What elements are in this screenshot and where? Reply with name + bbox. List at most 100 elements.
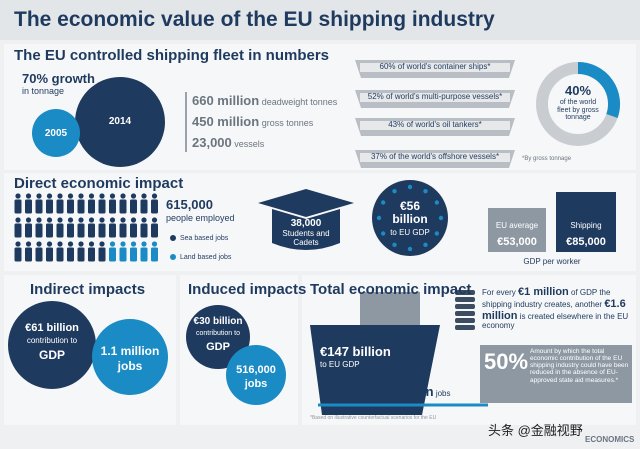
person-head [78, 241, 84, 247]
person-head [120, 193, 126, 199]
person-head [141, 193, 147, 199]
person-head [78, 193, 84, 199]
ship-type: 37% of the world's offshore vessels* [360, 152, 510, 162]
stat-value: 23,000 [192, 135, 232, 150]
total-jobs: 2.2 million jobs [370, 384, 451, 399]
star [438, 215, 444, 221]
star [380, 200, 386, 205]
person-head [36, 217, 42, 223]
state-aid-text: Amount by which the total economic contr… [530, 348, 629, 384]
students-value: 38,000 [290, 218, 322, 229]
footnote: *By gross tonnage [522, 156, 572, 162]
person-head [130, 241, 137, 247]
legend-land-icon [170, 254, 176, 260]
indirect-heading: Indirect impacts [30, 281, 146, 298]
direct-gdp-value: €56 billion [392, 199, 428, 227]
person-head [120, 217, 126, 223]
person-head [46, 241, 53, 247]
person-body [119, 223, 127, 238]
person-head [25, 241, 32, 247]
big-ship-hull [310, 325, 440, 415]
circle-2005 [32, 109, 80, 157]
induced-jobs-value: 516,000 [236, 364, 276, 376]
person-body [56, 223, 64, 238]
legend-sea-icon [170, 235, 176, 241]
donut-label: of the world fleet by gross tonnage [557, 99, 599, 122]
person-head [36, 193, 42, 199]
person-head [25, 217, 32, 223]
person-body [130, 247, 137, 262]
person-body [14, 247, 22, 262]
person-head [46, 217, 53, 223]
person-body [67, 199, 74, 214]
person-body [67, 247, 74, 262]
person-head [99, 241, 105, 247]
legend-sea: Sea based jobs [180, 235, 229, 242]
person-body [14, 199, 22, 214]
students-label: Students and Cadets [282, 229, 330, 247]
person-body [88, 199, 95, 214]
person-body [140, 247, 148, 262]
total-gdp-label: to EU GDP [320, 360, 360, 369]
person-body [98, 223, 106, 238]
person-head [99, 217, 105, 223]
person-body [130, 223, 137, 238]
person-head [151, 241, 158, 247]
person-body [98, 247, 106, 262]
person-body [151, 247, 158, 262]
person-head [88, 193, 95, 199]
legend-land: Land based jobs [180, 254, 232, 261]
bar-eu-average [488, 208, 546, 252]
person-head [130, 193, 137, 199]
person-body [77, 223, 85, 238]
ship-type: 60% of world's container ships* [360, 62, 510, 72]
person-head [78, 217, 84, 223]
person-head [130, 217, 137, 223]
star [407, 184, 413, 190]
bar-shipping [556, 192, 616, 252]
induced-heading: Induced impacts [188, 281, 307, 298]
footer-note: *Based on illustrative counterfactual sc… [310, 415, 437, 421]
direct-gdp-label: to EU GDP [390, 228, 430, 237]
person-body [35, 247, 43, 262]
people-icons [14, 193, 176, 262]
person-body [109, 199, 116, 214]
indirect-gdp-circle [8, 301, 96, 389]
person-body [140, 199, 148, 214]
person-head [46, 193, 53, 199]
person-head [36, 241, 42, 247]
person-body [77, 199, 85, 214]
gdp-per-worker-caption: GDP per worker [523, 257, 581, 266]
title: The economic value of the EU shipping in… [14, 8, 495, 31]
donut-value: 40% [564, 83, 592, 98]
star [434, 231, 440, 236]
multiplier: For every €1 million of GDP the shipping… [482, 286, 632, 331]
person-body [119, 247, 127, 262]
person-body [98, 199, 106, 214]
stat-label: gross tonnes [261, 118, 314, 128]
person-body [56, 199, 64, 214]
person-body [119, 199, 127, 214]
person-body [130, 199, 137, 214]
text: For every [482, 288, 516, 297]
person-body [25, 247, 32, 262]
state-aid-value: 50% [484, 349, 529, 374]
person-head [88, 241, 95, 247]
direct-heading: Direct economic impact [14, 175, 184, 192]
total-jobs-label: jobs [435, 389, 451, 398]
stat-label: deadweight tonnes [261, 97, 338, 107]
person-body [109, 223, 116, 238]
person-body [151, 223, 158, 238]
growth: 70% growth [22, 71, 95, 86]
stat-value: 450 million [192, 114, 260, 129]
person-body [67, 223, 74, 238]
induced-gdp-label: contribution to [196, 330, 240, 337]
star [376, 215, 382, 221]
year-2014: 2014 [108, 116, 132, 127]
ship-type: 43% of world's oil tankers* [360, 120, 510, 130]
stat-value: 660 million [192, 93, 260, 108]
person-body [109, 247, 116, 262]
person-head [67, 217, 74, 223]
person-head [99, 193, 105, 199]
